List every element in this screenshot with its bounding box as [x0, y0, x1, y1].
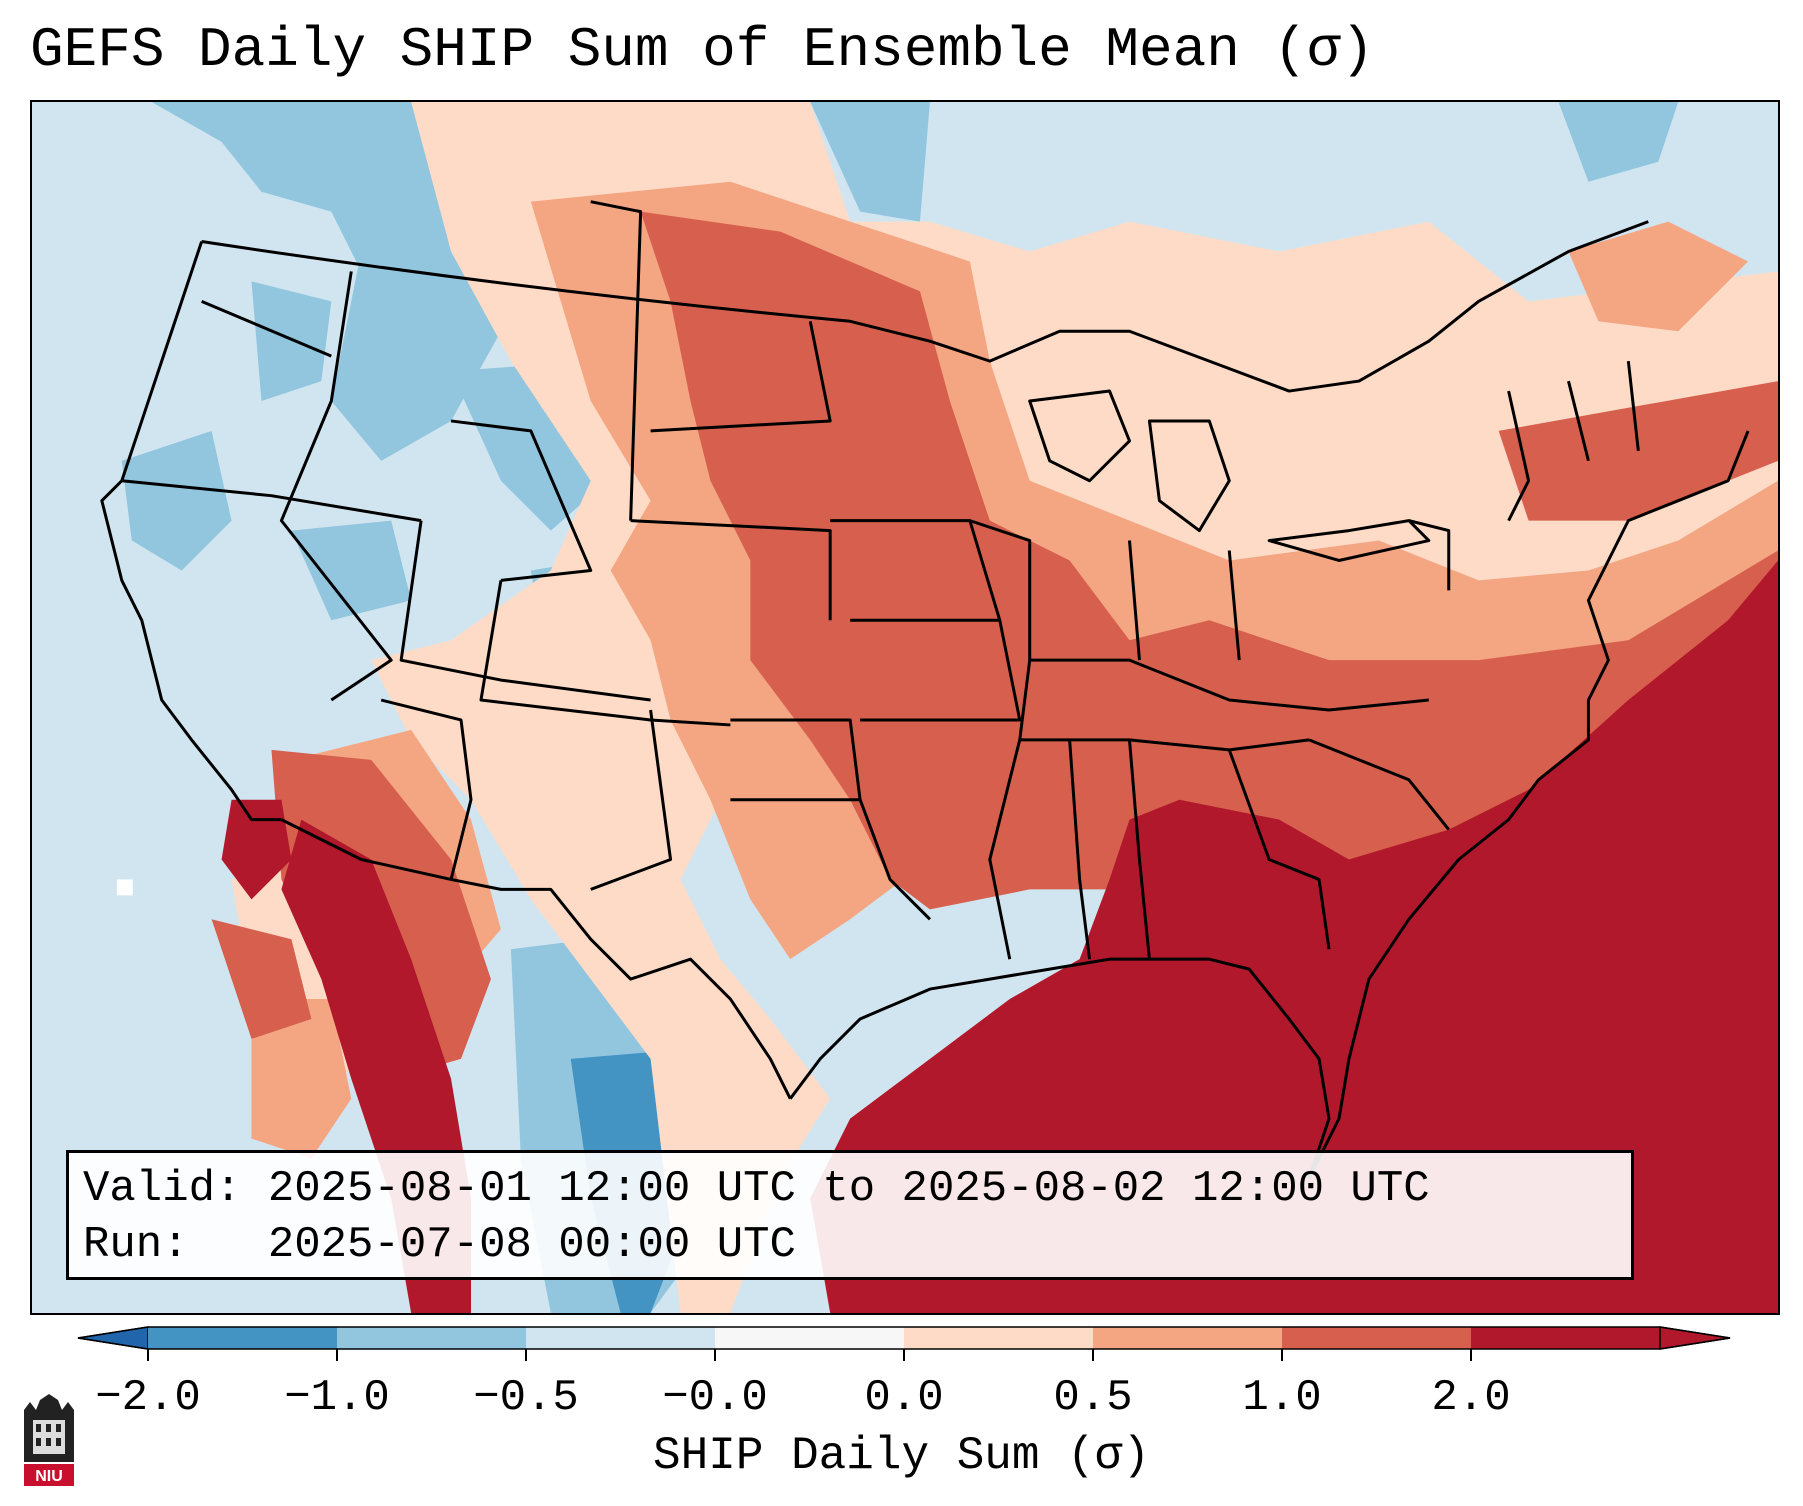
run-value: 2025-07-08 00:00 UTC [267, 1220, 796, 1270]
colorbar-segment [1282, 1327, 1472, 1349]
map-panel [30, 100, 1780, 1315]
map-canvas [32, 102, 1778, 1313]
colorbar-tick-label: 1.0 [1242, 1373, 1321, 1423]
colorbar: −2.0 −1.0 −0.5 −0.0 0.0 0.5 1.0 2.0 [77, 1326, 1731, 1423]
colorbar-ticks: −2.0 −1.0 −0.5 −0.0 0.0 0.5 1.0 2.0 [95, 1349, 1511, 1423]
shading-dark-red [211, 211, 1778, 1079]
colorbar-segment [526, 1327, 716, 1349]
colorbar-segment [337, 1327, 527, 1349]
colorbar-segment [148, 1327, 338, 1349]
colorbar-tick-label: −1.0 [284, 1373, 390, 1423]
colorbar-tick-label: 2.0 [1431, 1373, 1510, 1423]
chart-title: GEFS Daily SHIP Sum of Ensemble Mean (σ) [30, 18, 1375, 82]
niu-logo-text: NIU [35, 1468, 63, 1485]
state-boundaries [100, 200, 1750, 1180]
valid-label: Valid: [83, 1164, 242, 1214]
colorbar-tick-label: −2.0 [95, 1373, 201, 1423]
valid-run-info-box: Valid: 2025-08-01 12:00 UTC to 2025-08-0… [66, 1150, 1634, 1280]
colorbar-under-extension [77, 1326, 149, 1350]
colorbar-segment [904, 1327, 1094, 1349]
niu-logo: NIU [24, 1394, 74, 1486]
colorbar-tick-label: −0.5 [473, 1373, 579, 1423]
colorbar-segments [77, 1326, 1731, 1350]
colorbar-tick-label: 0.0 [864, 1373, 943, 1423]
colorbar-label: SHIP Daily Sum (σ) [653, 1430, 1150, 1482]
colorbar-over-extension [1659, 1326, 1731, 1350]
colorbar-tick-label: 0.5 [1053, 1373, 1132, 1423]
colorbar-segment [1093, 1327, 1283, 1349]
colorbar-tick-label: −0.0 [662, 1373, 768, 1423]
run-label: Run: [83, 1220, 189, 1270]
colorbar-segment [715, 1327, 905, 1349]
colorbar-segment [1471, 1327, 1661, 1349]
valid-value: 2025-08-01 12:00 UTC to 2025-08-02 12:00… [267, 1164, 1430, 1214]
